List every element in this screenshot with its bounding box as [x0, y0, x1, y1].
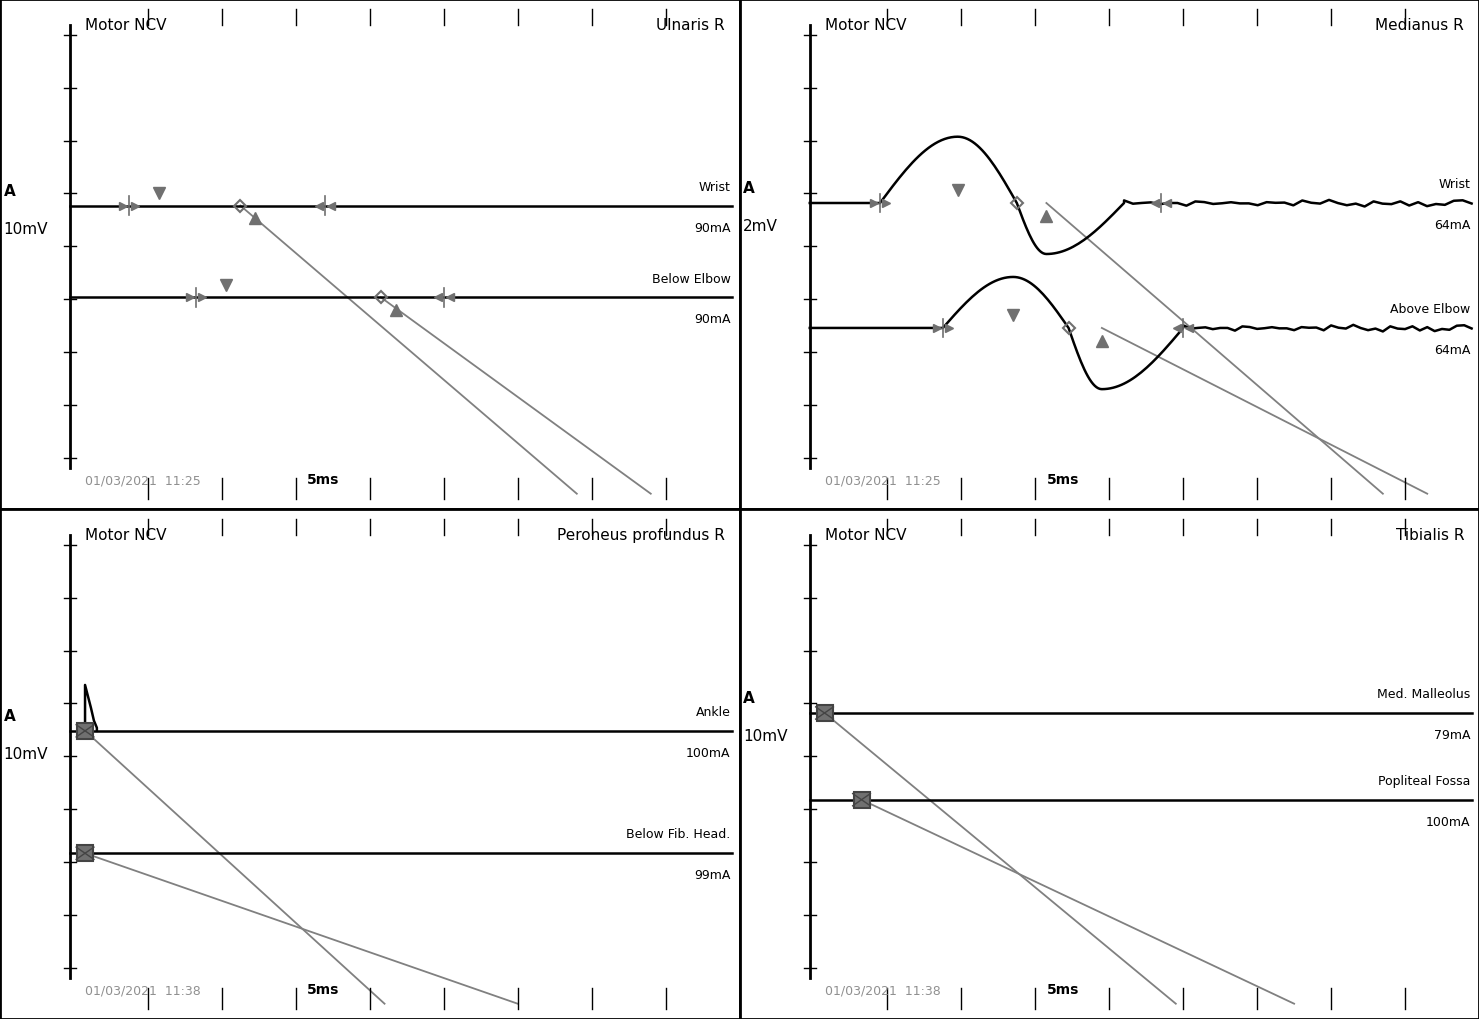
- Text: Med. Malleolus: Med. Malleolus: [1377, 688, 1470, 701]
- Text: 10mV: 10mV: [3, 222, 49, 236]
- Text: 100mA: 100mA: [1426, 815, 1470, 827]
- Text: 01/03/2021  11:38: 01/03/2021 11:38: [825, 983, 941, 997]
- Text: Above Elbow: Above Elbow: [1390, 303, 1470, 316]
- Text: 10mV: 10mV: [3, 747, 49, 761]
- Text: 90mA: 90mA: [694, 313, 731, 326]
- Text: Motor NCV: Motor NCV: [825, 17, 907, 33]
- Text: 01/03/2021  11:25: 01/03/2021 11:25: [86, 474, 201, 486]
- Text: Medianus R: Medianus R: [1375, 17, 1464, 33]
- Text: Popliteal Fossa: Popliteal Fossa: [1378, 774, 1470, 787]
- Text: Below Elbow: Below Elbow: [652, 272, 731, 285]
- Text: 99mA: 99mA: [694, 868, 731, 881]
- Text: 5ms: 5ms: [308, 982, 339, 997]
- Text: Motor NCV: Motor NCV: [825, 528, 907, 542]
- Text: 10mV: 10mV: [742, 729, 788, 744]
- Text: 2mV: 2mV: [742, 219, 778, 234]
- Text: 64mA: 64mA: [1433, 343, 1470, 357]
- Text: Wrist: Wrist: [1438, 178, 1470, 191]
- Text: 64mA: 64mA: [1433, 219, 1470, 232]
- Text: 79mA: 79mA: [1433, 729, 1470, 742]
- Text: Wrist: Wrist: [698, 180, 731, 194]
- Text: 5ms: 5ms: [1046, 982, 1078, 997]
- Text: Peroneus profundus R: Peroneus profundus R: [556, 528, 725, 542]
- Text: 01/03/2021  11:38: 01/03/2021 11:38: [86, 983, 201, 997]
- Text: Motor NCV: Motor NCV: [86, 528, 167, 542]
- Text: 01/03/2021  11:25: 01/03/2021 11:25: [825, 474, 941, 486]
- Text: A: A: [3, 183, 15, 199]
- Text: Ulnaris R: Ulnaris R: [657, 17, 725, 33]
- Text: Motor NCV: Motor NCV: [86, 17, 167, 33]
- Text: Below Fib. Head.: Below Fib. Head.: [627, 827, 731, 841]
- Text: 90mA: 90mA: [694, 221, 731, 234]
- Text: A: A: [3, 708, 15, 723]
- Text: Tibialis R: Tibialis R: [1396, 528, 1464, 542]
- Text: A: A: [742, 181, 754, 196]
- Text: Ankle: Ankle: [695, 705, 731, 718]
- Text: A: A: [742, 691, 754, 705]
- Text: 100mA: 100mA: [686, 746, 731, 759]
- Text: 5ms: 5ms: [308, 473, 339, 486]
- Text: 5ms: 5ms: [1046, 473, 1078, 486]
